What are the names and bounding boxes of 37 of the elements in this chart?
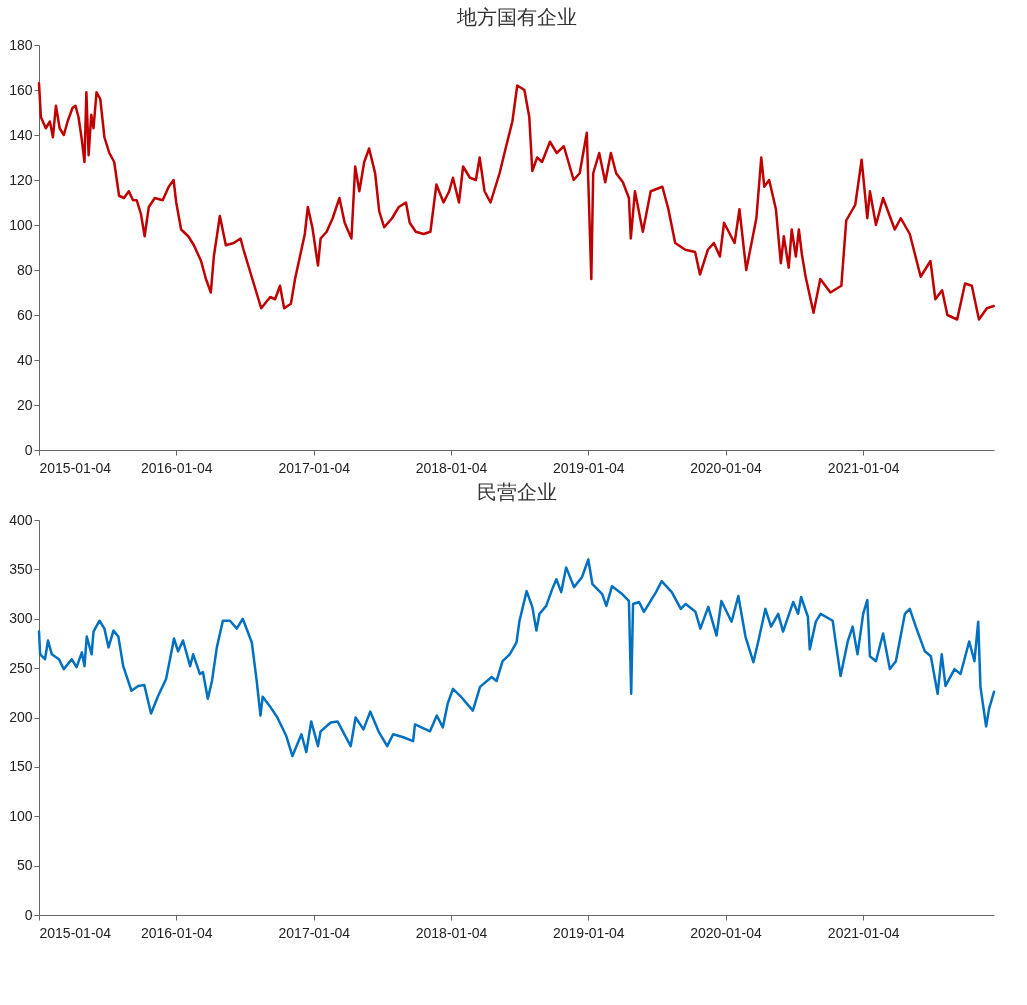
y-tick-label: 150: [9, 758, 33, 775]
y-tick-label: 250: [9, 659, 33, 676]
chart-title: 地方国有企业: [455, 5, 577, 29]
line-series: [37, 82, 995, 321]
y-tick-label: 120: [9, 171, 33, 188]
y-tick-label: 60: [16, 306, 33, 323]
x-tick-label: 2017-01-04: [278, 924, 351, 941]
y-tick-label: 0: [24, 441, 33, 458]
chart-title: 民营企业: [476, 480, 557, 504]
y-tick-label: 180: [9, 36, 33, 53]
x-tick-label: 2017-01-04: [278, 459, 351, 476]
x-tick-label: 2019-01-04: [553, 459, 625, 476]
y-tick-label: 400: [9, 511, 33, 528]
x-tick-label: 2018-01-04: [415, 924, 488, 941]
x-tick-label: 2020-01-04: [690, 459, 763, 476]
x-tick-label: 2016-01-04: [140, 459, 213, 476]
y-tick-label: 100: [9, 216, 33, 233]
y-tick-label: 20: [16, 396, 33, 413]
x-tick-label: 2020-01-04: [690, 924, 763, 941]
x-tick-label: 2015-01-04: [39, 459, 112, 476]
y-tick-label: 50: [16, 857, 33, 874]
y-tick-label: 40: [16, 351, 33, 368]
y-tick-label: 140: [9, 126, 33, 143]
line-series: [37, 558, 996, 758]
x-tick-label: 2016-01-04: [140, 924, 213, 941]
x-tick-label: 2015-01-04: [39, 924, 112, 941]
y-tick-label: 0: [24, 906, 33, 923]
y-tick-label: 350: [9, 560, 33, 577]
x-tick-label: 2018-01-04: [415, 459, 488, 476]
y-tick-label: 160: [9, 81, 33, 98]
y-tick-label: 300: [9, 610, 33, 627]
y-tick-label: 80: [16, 261, 33, 278]
x-tick-label: 2019-01-04: [553, 924, 625, 941]
x-tick-label: 2021-01-04: [827, 459, 900, 476]
y-tick-label: 100: [9, 807, 33, 824]
x-tick-label: 2021-01-04: [827, 924, 900, 941]
y-tick-label: 200: [9, 709, 33, 725]
